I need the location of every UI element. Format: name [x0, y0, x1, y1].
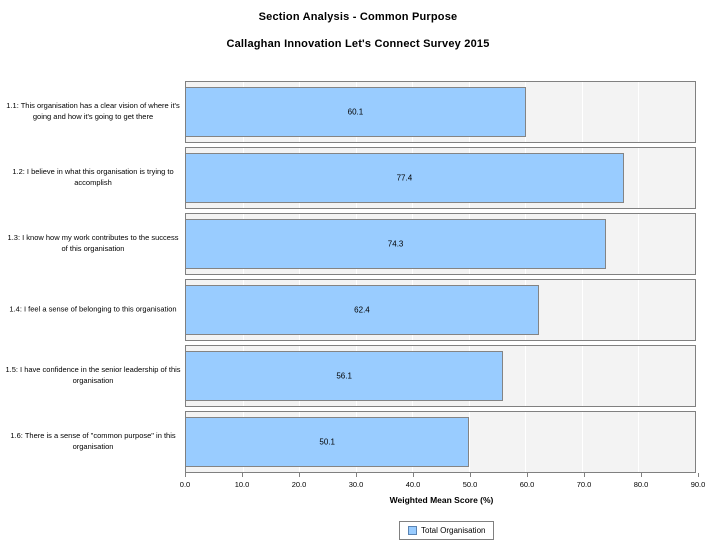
bar-value-label: 50.1 — [319, 437, 335, 447]
bar-value-label: 56.1 — [336, 371, 352, 381]
category-axis-labels: 1.1: This organisation has a clear visio… — [4, 81, 182, 477]
plot-area: 60.1 77.4 74.3 62.4 56.1 50.1 — [185, 81, 696, 477]
chart-subtitle: Callaghan Innovation Let's Connect Surve… — [226, 38, 490, 50]
x-tick-label: 50.0 — [462, 480, 478, 489]
category-label: 1.5: I have confidence in the senior lea… — [5, 365, 181, 385]
x-axis-tick-labels: 0.0 10.0 20.0 30.0 40.0 50.0 60.0 70.0 80.0 90.0 — [180, 480, 706, 492]
x-tickmark — [527, 473, 528, 477]
chart-row-panel: 77.4 — [185, 147, 696, 209]
x-tick-label: 60.0 — [519, 480, 535, 489]
chart-row-panel: 60.1 — [185, 81, 696, 143]
gridline — [581, 346, 583, 406]
gridline — [581, 280, 583, 340]
legend-label: Total Organisation — [421, 526, 486, 535]
x-tick-label: 20.0 — [291, 480, 307, 489]
x-tickmark — [242, 473, 243, 477]
chart-row-panel: 74.3 — [185, 213, 696, 275]
x-tickmark — [584, 473, 585, 477]
gridline — [525, 412, 527, 472]
category-label: 1.2: I believe in what this organisation… — [12, 167, 174, 187]
chart-row-panel: 62.4 — [185, 279, 696, 341]
x-tick-label: 80.0 — [633, 480, 649, 489]
x-tickmark — [470, 473, 471, 477]
category-label: 1.3: I know how my work contributes to t… — [7, 233, 179, 253]
gridline — [638, 346, 640, 406]
chart-row-panel: 50.1 — [185, 411, 696, 473]
x-tickmark — [299, 473, 300, 477]
bar-value-label: 77.4 — [396, 173, 413, 183]
x-tick-label: 70.0 — [576, 480, 592, 489]
legend-marker-icon — [408, 526, 417, 535]
x-tick-label: 30.0 — [348, 480, 364, 489]
bar-total-organisation: 60.1 — [186, 87, 526, 137]
gridline — [525, 346, 527, 406]
x-tick-label: 40.0 — [405, 480, 421, 489]
bar-value-label: 74.3 — [387, 239, 404, 249]
bar-total-organisation: 50.1 — [186, 417, 470, 467]
gridline — [581, 412, 583, 472]
gridline — [581, 82, 583, 142]
gridline — [638, 214, 640, 274]
x-tickmark — [413, 473, 414, 477]
chart-row-panel: 56.1 — [185, 345, 696, 407]
category-label: 1.1: This organisation has a clear visio… — [6, 101, 180, 121]
x-tick-label: 10.0 — [234, 480, 250, 489]
x-axis-title: Weighted Mean Score (%) — [389, 495, 494, 505]
x-tickmark — [356, 473, 357, 477]
bar-value-label: 62.4 — [354, 305, 370, 315]
bar-value-label: 60.1 — [347, 107, 364, 117]
bar-total-organisation: 74.3 — [186, 219, 607, 269]
gridline — [638, 82, 640, 142]
category-label: 1.4: I feel a sense of belonging to this… — [9, 304, 177, 314]
gridline — [638, 148, 640, 208]
x-tick-label: 90.0 — [690, 480, 706, 489]
x-tickmark — [641, 473, 642, 477]
bar-total-organisation: 56.1 — [186, 351, 504, 401]
x-tickmark — [185, 473, 186, 477]
bar-total-organisation: 77.4 — [186, 153, 624, 203]
bar-total-organisation: 62.4 — [186, 285, 539, 335]
x-tickmark — [698, 473, 699, 477]
x-axis-tickmarks — [185, 473, 699, 477]
chart-title: Section Analysis - Common Purpose — [258, 11, 458, 23]
gridline — [638, 412, 640, 472]
legend: Total Organisation — [399, 521, 495, 540]
category-label: 1.6: There is a sense of "common purpose… — [10, 431, 176, 451]
x-tick-label: 0.0 — [179, 480, 191, 489]
gridline — [638, 280, 640, 340]
